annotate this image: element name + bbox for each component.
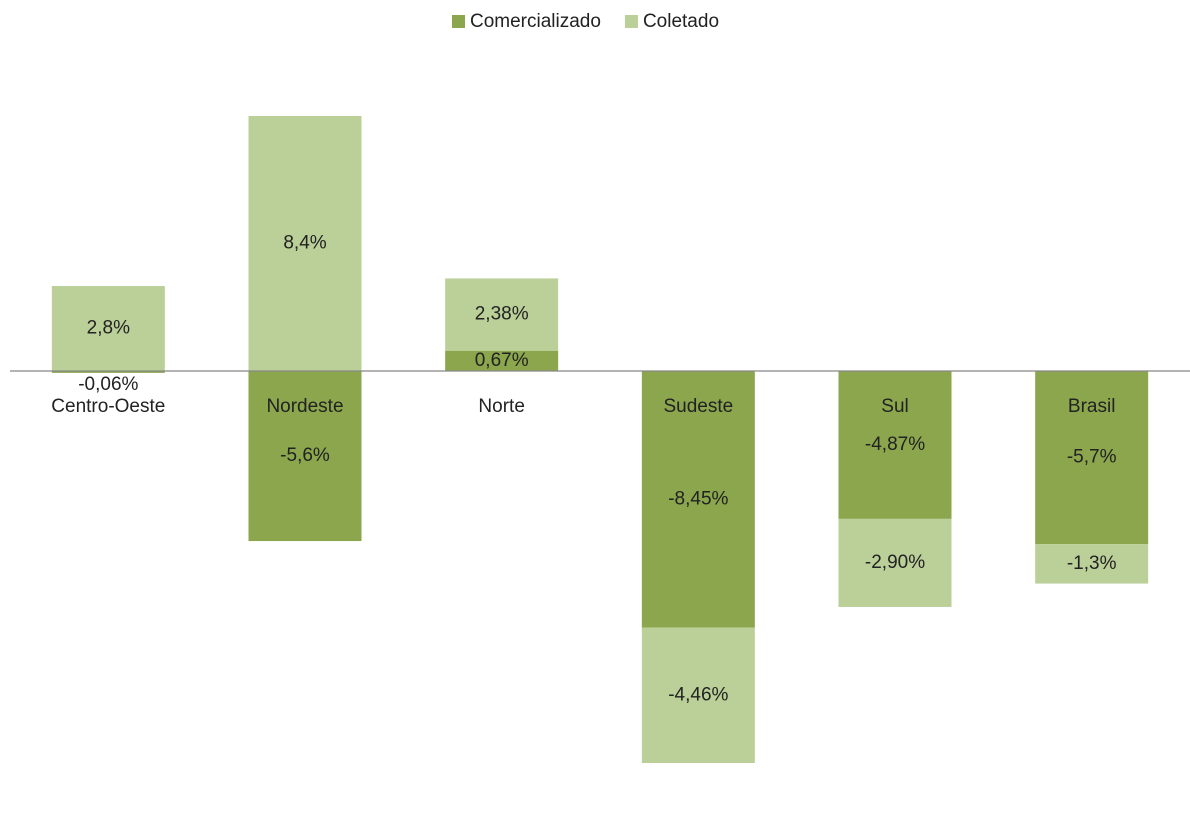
data-label: -8,45%: [668, 488, 728, 509]
x-tick-label: Sul: [881, 396, 908, 417]
bar: [445, 278, 559, 351]
data-label: 2,38%: [475, 304, 529, 325]
bar: [248, 116, 362, 372]
data-label: -5,7%: [1067, 447, 1117, 468]
data-label: -4,87%: [865, 434, 925, 455]
x-tick-label: Centro-Oeste: [51, 396, 165, 417]
bar: [445, 350, 559, 372]
legend-label: Coletado: [643, 11, 719, 32]
data-label: -0,06%: [78, 374, 138, 395]
x-tick-label: Nordeste: [266, 396, 343, 417]
legend-label: Comercializado: [470, 11, 601, 32]
x-tick-label: Brasil: [1068, 396, 1116, 417]
bar: [1035, 371, 1149, 545]
data-label: -5,6%: [280, 445, 330, 466]
bar: [641, 371, 755, 628]
bar: [1035, 544, 1149, 584]
data-label: 8,4%: [283, 233, 326, 254]
legend-swatch: [624, 15, 638, 28]
x-tick-label: Norte: [478, 396, 524, 417]
bar: [51, 371, 165, 373]
bar: [641, 627, 755, 763]
legend-swatch: [452, 15, 465, 28]
data-label: 2,8%: [87, 318, 130, 339]
data-label: -2,90%: [865, 552, 925, 573]
x-tick-label: Sudeste: [663, 396, 733, 417]
bar: [51, 286, 165, 372]
data-label: 0,67%: [475, 350, 529, 371]
bar: [838, 371, 952, 519]
data-label: -1,3%: [1067, 553, 1117, 574]
bar: [838, 518, 952, 607]
data-label: -4,46%: [668, 684, 728, 705]
bar: [248, 371, 362, 542]
legend: Comercializado Coletado: [452, 11, 719, 32]
